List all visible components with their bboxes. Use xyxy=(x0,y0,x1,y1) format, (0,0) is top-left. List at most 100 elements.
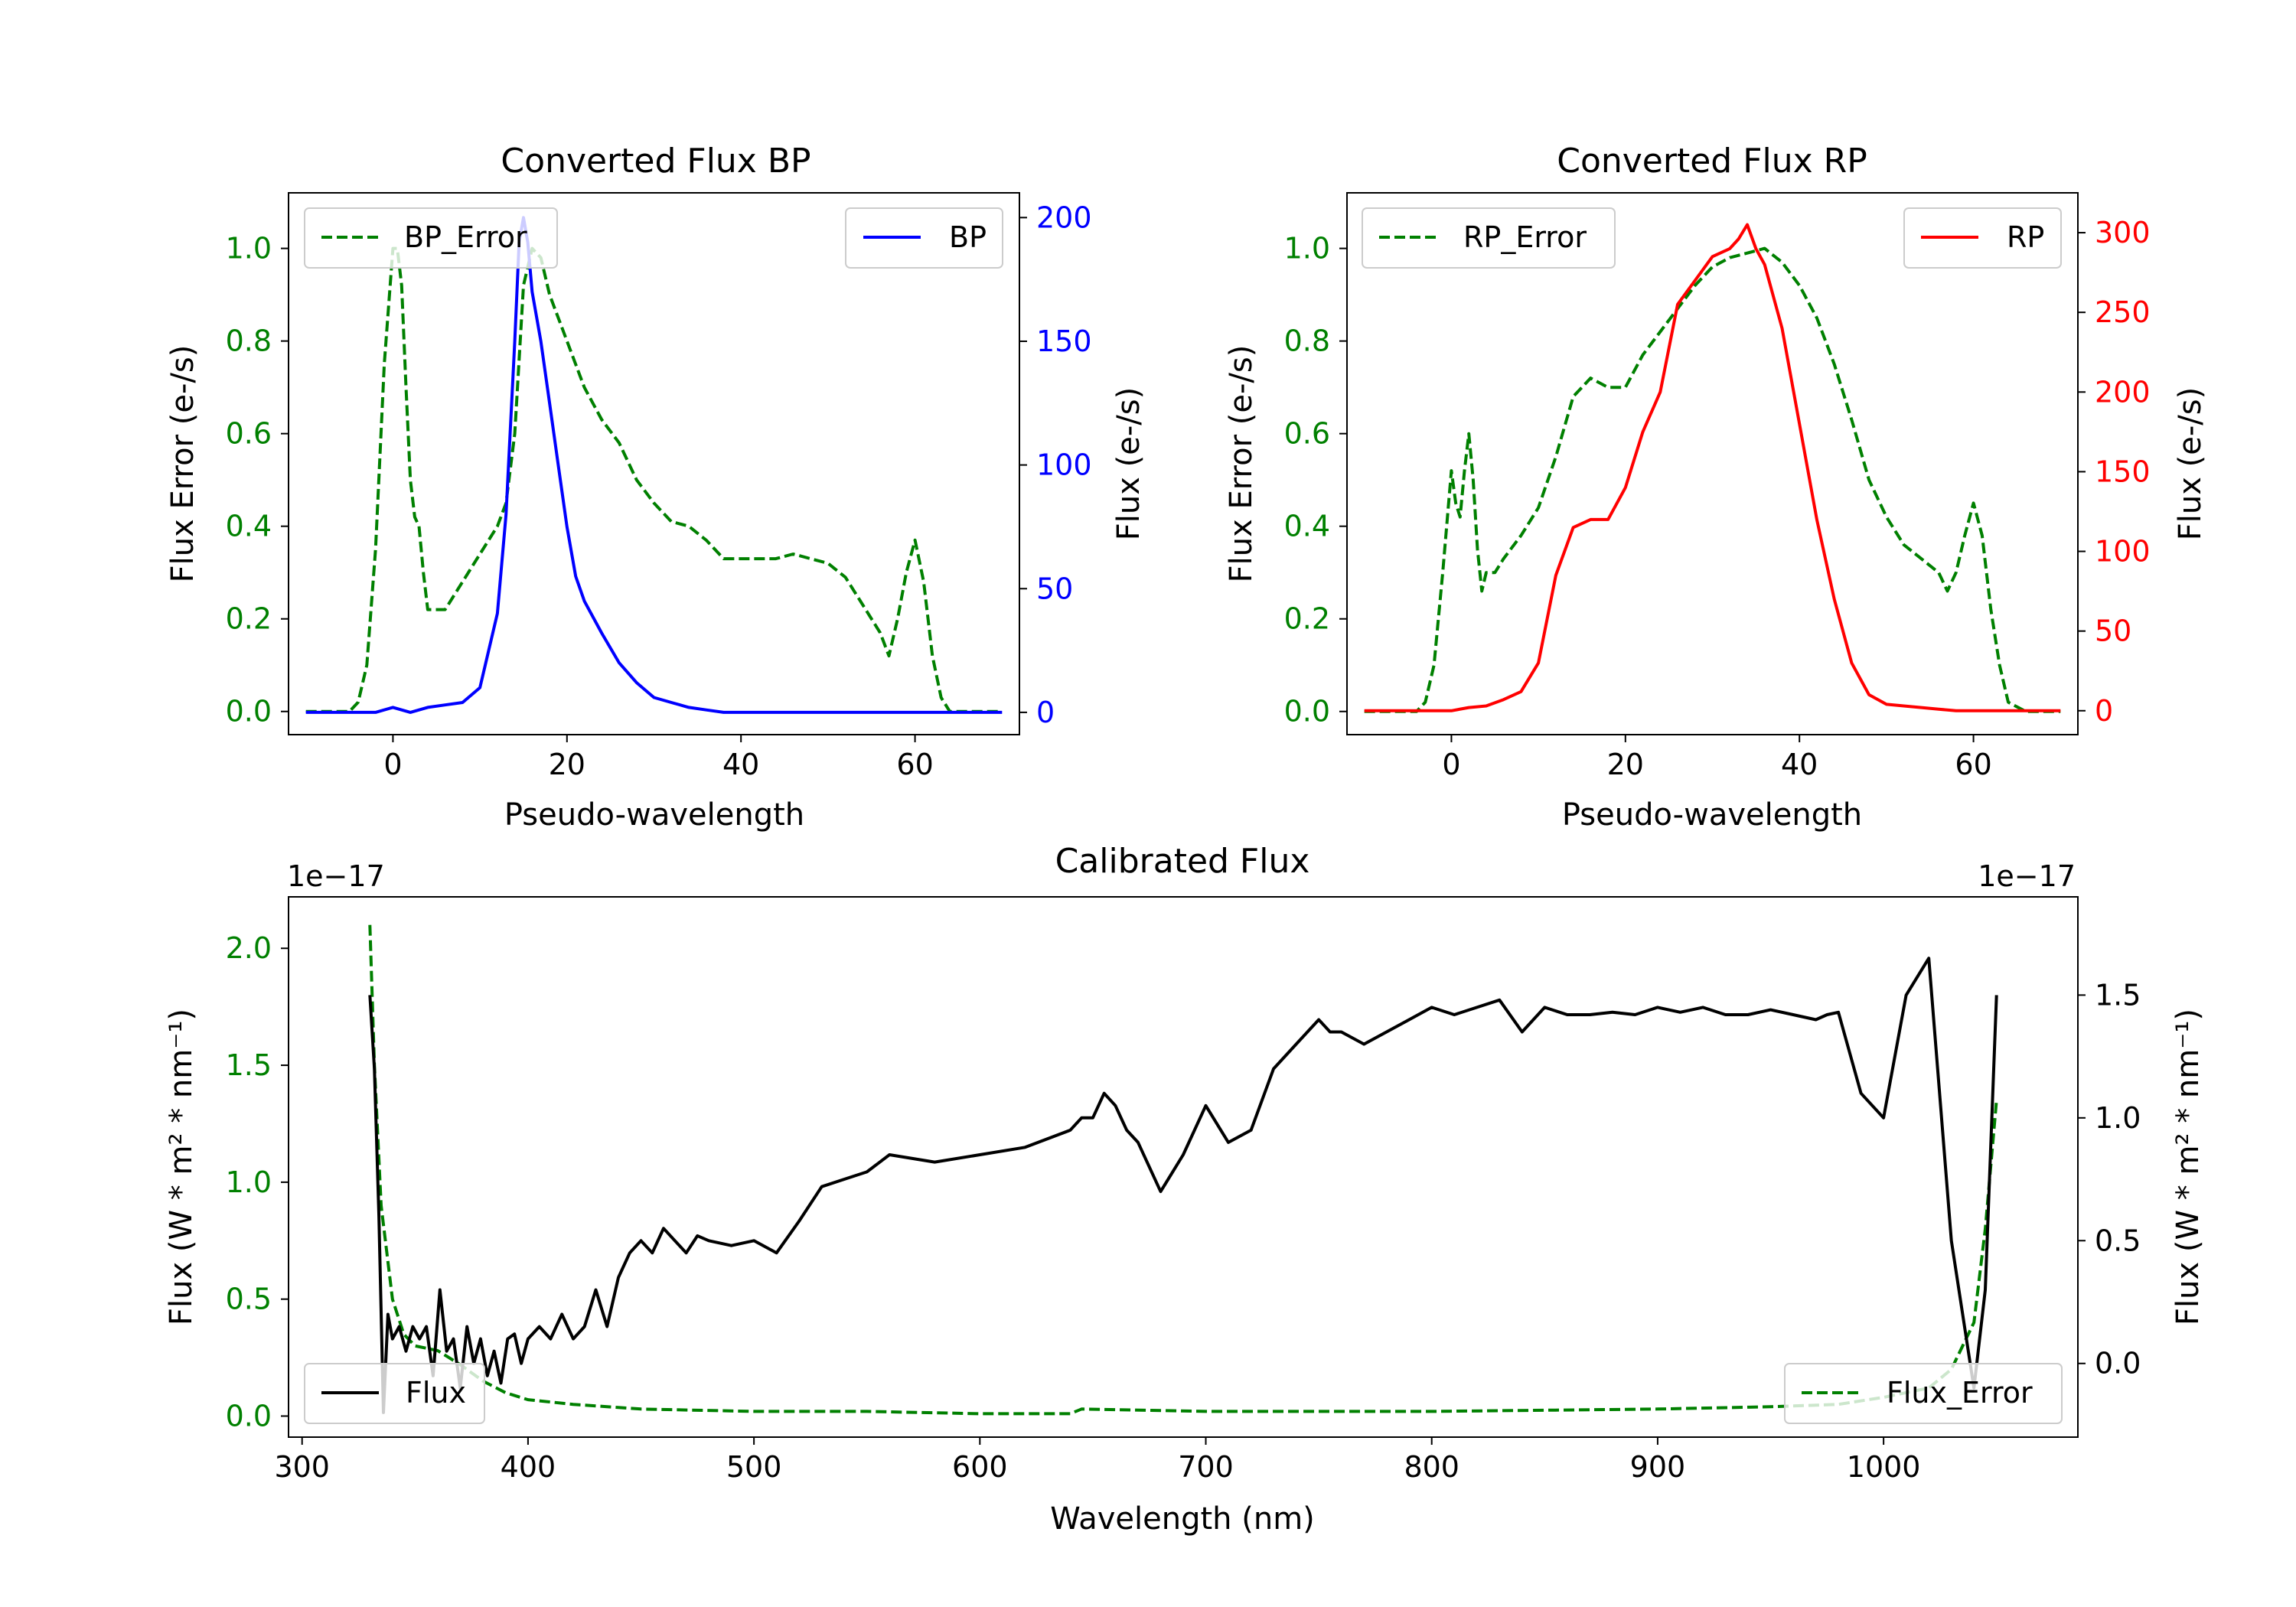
calibrated-series-flux xyxy=(368,957,1998,1414)
calibrated-x-tick-label: 400 xyxy=(501,1450,556,1484)
rp-x-tick-label: 40 xyxy=(1781,748,1818,781)
calibrated-left-y-tick-label: 1.5 xyxy=(226,1048,272,1082)
rp-title: Converted Flux RP xyxy=(1557,142,1867,181)
calibrated-title: Calibrated Flux xyxy=(1055,842,1310,881)
rp-plot-area xyxy=(1364,223,2061,713)
bp-left-y-tick-label: 1.0 xyxy=(226,232,272,266)
rp-right-y-tick-label: 200 xyxy=(2095,375,2151,409)
calibrated-error-legend: Flux_Error xyxy=(1784,1363,2063,1424)
rp-right-y-ticks: 0 50 100 150 200 250 300 xyxy=(2078,216,2151,728)
rp-right-y-tick-label: 150 xyxy=(2095,455,2151,488)
bp-legend-box xyxy=(845,207,1003,269)
rp-right-y-tick-label: 100 xyxy=(2095,535,2151,569)
rp-error-legend-label: RP_Error xyxy=(1463,220,1587,254)
bp-right-y-ticks: 0 50 100 150 200 xyxy=(1019,200,1092,729)
rp-panel: Converted Flux RP 0 20 40 60 0.00.20.40.60.… xyxy=(1224,142,2208,833)
rp-x-ticks: 0 20 40 60 xyxy=(1442,735,1992,781)
rp-right-y-tick-label: 300 xyxy=(2095,216,2151,249)
rp-error-legend: RP_Error xyxy=(1362,207,1616,269)
calibrated-left-y-tick-label: 0.5 xyxy=(226,1283,272,1316)
calibrated-x-tick-label: 1000 xyxy=(1847,1450,1921,1484)
calibrated-x-tick-label: 500 xyxy=(726,1450,782,1484)
calibrated-right-y-tick-label: 0.5 xyxy=(2095,1224,2141,1257)
bp-left-y-tick-label: 0.8 xyxy=(226,324,272,358)
calibrated-flux-legend-box xyxy=(304,1363,485,1424)
calibrated-left-offset: 1e−17 xyxy=(287,859,385,893)
rp-left-y-tick-label: 0.0 xyxy=(1284,695,1330,729)
rp-x-tick-label: 20 xyxy=(1607,748,1644,781)
bp-right-y-tick-label: 100 xyxy=(1036,448,1092,482)
rp-left-y-ticks: 0.0 0.2 0.4 0.6 0.8 1.0 xyxy=(1284,232,1347,729)
bp-x-tick-label: 40 xyxy=(722,748,759,781)
bp-x-tick-label: 60 xyxy=(896,748,933,781)
rp-left-y-tick-label: 0.4 xyxy=(1284,510,1330,543)
bp-legend-label: BP xyxy=(949,220,987,254)
rp-left-y-tick-label: 0.2 xyxy=(1284,602,1330,636)
bp-error-legend-box xyxy=(304,207,558,269)
calibrated-x-label: Wavelength (nm) xyxy=(1050,1501,1315,1537)
bp-left-y-tick-label: 0.4 xyxy=(226,510,272,543)
calibrated-right-y-tick-label: 0.0 xyxy=(2095,1347,2141,1380)
rp-legend-box xyxy=(1903,207,2062,269)
calibrated-x-tick-label: 600 xyxy=(952,1450,1008,1484)
bp-right-y-tick-label: 200 xyxy=(1036,200,1092,234)
bp-plot-area xyxy=(305,216,1003,714)
calibrated-x-tick-label: 700 xyxy=(1178,1450,1234,1484)
bp-left-y-tick-label: 0.0 xyxy=(226,695,272,729)
calibrated-error-legend-box xyxy=(1784,1363,2063,1424)
bp-left-y-ticks: 0.0 0.2 0.4 0.6 0.8 1.0 xyxy=(226,232,289,729)
calibrated-left-y-label: Flux (W * m² * nm⁻¹) xyxy=(164,1009,199,1325)
rp-left-y-tick-label: 0.6 xyxy=(1284,417,1330,451)
calibrated-panel: Calibrated Flux 1e−17 1e−17 300 400 500 600… xyxy=(164,842,2206,1537)
rp-x-tick-label: 60 xyxy=(1955,748,1991,781)
calibrated-flux-legend-label: Flux xyxy=(406,1376,466,1410)
bp-x-label: Pseudo-wavelength xyxy=(504,797,804,833)
rp-right-y-tick-label: 250 xyxy=(2095,295,2151,329)
calibrated-right-offset: 1e−17 xyxy=(1978,859,2076,893)
rp-left-y-label: Flux Error (e-/s) xyxy=(1224,345,1259,583)
calibrated-plot-area xyxy=(368,924,1998,1416)
rp-left-y-tick-label: 1.0 xyxy=(1284,232,1330,266)
calibrated-axes-frame xyxy=(288,896,2079,1438)
calibrated-x-ticks: 300 400 500 600 700 800 900 1000 xyxy=(274,1437,1920,1484)
bp-x-ticks: 0 20 40 60 xyxy=(383,735,934,781)
bp-x-tick-label: 20 xyxy=(549,748,585,781)
rp-right-y-tick-label: 50 xyxy=(2095,614,2131,648)
calibrated-left-y-tick-label: 1.0 xyxy=(226,1165,272,1199)
calibrated-left-y-tick-label: 0.0 xyxy=(226,1399,272,1433)
bp-axes-frame xyxy=(288,192,1020,735)
calibrated-left-y-ticks: 0.0 0.5 1.0 1.5 2.0 xyxy=(226,931,289,1433)
calibrated-flux-legend: Flux xyxy=(304,1363,485,1424)
calibrated-right-y-tick-label: 1.0 xyxy=(2095,1101,2141,1135)
calibrated-error-legend-label: Flux_Error xyxy=(1887,1376,2033,1410)
bp-right-y-tick-label: 150 xyxy=(1036,324,1092,358)
bp-left-y-label: Flux Error (e-/s) xyxy=(165,345,201,583)
calibrated-right-y-tick-label: 1.5 xyxy=(2095,978,2141,1012)
rp-legend-label: RP xyxy=(2007,220,2044,254)
bp-panel: Converted Flux BP 0 20 40 60 0.00.20.40.60.… xyxy=(165,142,1146,833)
bp-error-legend: BP_Error xyxy=(304,207,558,269)
calibrated-x-tick-label: 300 xyxy=(274,1450,330,1484)
bp-x-tick-label: 0 xyxy=(383,748,402,781)
bp-title: Converted Flux BP xyxy=(501,142,810,181)
bp-series-bp xyxy=(305,216,1003,714)
rp-axes-frame xyxy=(1346,192,2079,735)
calibrated-x-tick-label: 900 xyxy=(1630,1450,1686,1484)
rp-x-tick-label: 0 xyxy=(1442,748,1460,781)
calibrated-right-y-ticks: 0.0 0.5 1.0 1.5 xyxy=(2078,978,2141,1380)
bp-right-y-tick-label: 50 xyxy=(1036,572,1073,605)
bp-series-bp-error xyxy=(305,246,1003,713)
rp-x-label: Pseudo-wavelength xyxy=(1562,797,1862,833)
bp-left-y-tick-label: 0.6 xyxy=(226,417,272,451)
rp-right-y-label: Flux (e-/s) xyxy=(2173,387,2208,540)
calibrated-right-y-label: Flux (W * m² * nm⁻¹) xyxy=(2170,1009,2206,1325)
calibrated-left-y-tick-label: 2.0 xyxy=(226,931,272,965)
calibrated-x-tick-label: 800 xyxy=(1404,1450,1459,1484)
rp-left-y-tick-label: 0.8 xyxy=(1284,324,1330,358)
rp-right-y-tick-label: 0 xyxy=(2095,694,2113,728)
rp-series-rp xyxy=(1364,223,2061,712)
bp-left-y-tick-label: 0.2 xyxy=(226,602,272,636)
rp-legend: RP xyxy=(1903,207,2062,269)
calibrated-series-flux-error xyxy=(368,924,1998,1416)
